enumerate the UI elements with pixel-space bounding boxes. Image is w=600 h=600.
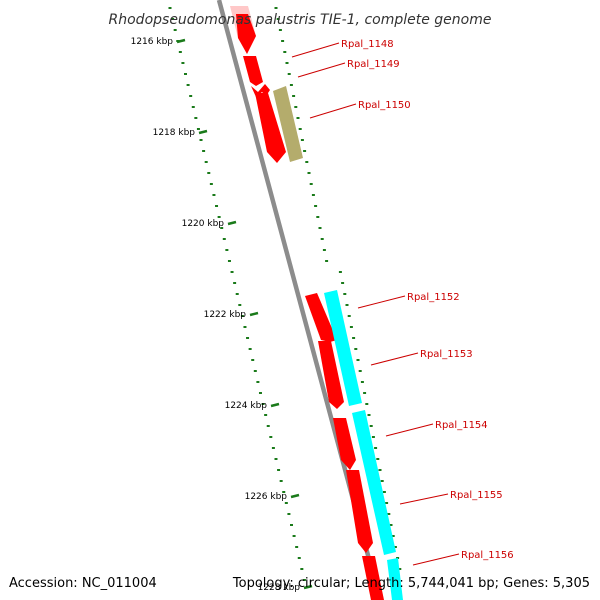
gene-arrow-rpal-1149[interactable]	[243, 56, 263, 86]
gene-label[interactable]: Rpal_1152	[407, 292, 460, 303]
feature-dotted-ruler	[168, 7, 402, 581]
scale-label: 1218 kbp	[153, 128, 196, 138]
scale-labels: 1216 kbp 1218 kbp 1220 kbp 1222 kbp 1224 kbp…	[131, 37, 301, 593]
scale-tick	[303, 584, 313, 590]
map-title: Rhodopseudomonas palustris TIE-1, comple…	[109, 12, 492, 28]
gene-block-rpal-1156[interactable]	[387, 558, 403, 600]
gene-arrow-rpal-1150-neighbor[interactable]	[255, 93, 286, 163]
gene-label[interactable]: Rpal_1155	[450, 490, 503, 501]
scale-label: 1226 kbp	[245, 492, 288, 502]
gene-label[interactable]: Rpal_1153	[420, 349, 473, 360]
leader-line	[297, 62, 346, 78]
scale-label: 1228 kbp	[258, 583, 301, 593]
leader-line	[399, 493, 449, 505]
scale-tick	[198, 129, 208, 135]
scale-tick	[290, 493, 300, 499]
scale-label: 1216 kbp	[131, 37, 174, 47]
gene-block-rpal-1154-1155[interactable]	[352, 410, 396, 555]
gene-arrow-rpal-1152[interactable]	[305, 293, 337, 342]
gene-label[interactable]: Rpal_1150	[358, 100, 411, 111]
accession-text: Accession: NC_011004	[9, 576, 157, 591]
scale-label: 1220 kbp	[182, 219, 225, 229]
gene-block-rpal-1152-1153[interactable]	[324, 290, 362, 406]
scale-tick	[227, 220, 237, 226]
scale-label: 1224 kbp	[225, 401, 268, 411]
gene-block-rpal-1150[interactable]	[273, 86, 303, 162]
scale-tick	[249, 311, 259, 317]
forward-strand-genes	[230, 6, 384, 600]
gene-labels: Rpal_1148 Rpal_1149 Rpal_1150 Rpal_1152 Rpal…	[341, 39, 514, 561]
gene-label[interactable]: Rpal_1156	[461, 550, 514, 561]
leader-line	[309, 103, 357, 119]
leader-line	[412, 553, 460, 566]
scale-tick	[270, 402, 280, 408]
scale-label: 1222 kbp	[204, 310, 247, 320]
gene-arrow-rpal-1155[interactable]	[346, 470, 373, 553]
leader-line	[385, 423, 434, 437]
leader-line	[370, 352, 419, 366]
gene-arrow-rpal-1148[interactable]	[236, 14, 256, 54]
gene-label[interactable]: Rpal_1148	[341, 39, 394, 50]
second-track-genes	[273, 86, 403, 600]
genome-summary-text: Topology: circular; Length: 5,744,041 bp…	[232, 576, 590, 591]
gene-arrow-rpal-1153[interactable]	[318, 341, 344, 409]
leader-line	[291, 42, 340, 58]
scale-ticks	[176, 38, 313, 590]
gene-label[interactable]: Rpal_1149	[347, 59, 400, 70]
leader-line	[357, 295, 406, 309]
gene-arrow-rpal-1156[interactable]	[362, 556, 384, 600]
label-leader-lines	[291, 42, 460, 566]
gene-arrow-rpal-1154[interactable]	[333, 418, 356, 470]
gene-label[interactable]: Rpal_1154	[435, 420, 488, 431]
